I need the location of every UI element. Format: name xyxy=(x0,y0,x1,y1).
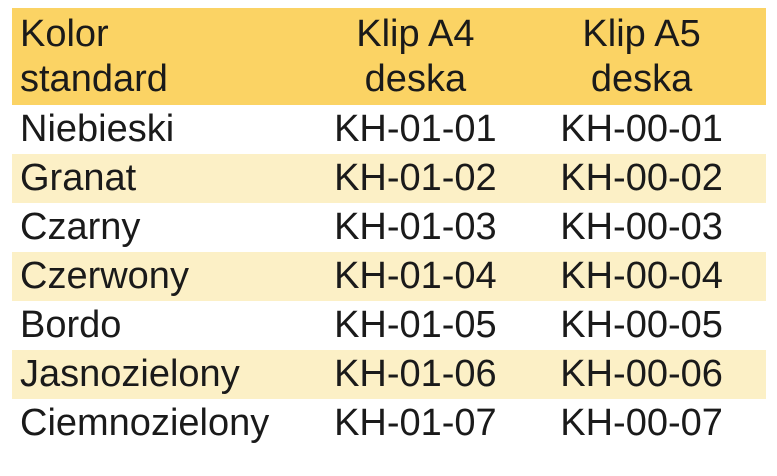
header-kolor-standard: Kolor standard xyxy=(20,13,168,100)
product-code-table: Kolor standard Klip A4 deska Klip A5 des… xyxy=(12,8,766,448)
table-row: Czerwony KH-01-04 KH-00-04 xyxy=(12,252,766,301)
code-a4-cell: KH-01-06 xyxy=(334,353,497,395)
code-a4-cell: KH-01-07 xyxy=(334,402,497,444)
code-a4-cell: KH-01-05 xyxy=(334,304,497,346)
table-row: Bordo KH-01-05 KH-00-05 xyxy=(12,301,766,350)
table-body: Niebieski KH-01-01 KH-00-01 Granat KH-01… xyxy=(12,105,766,448)
code-a4-cell: KH-01-01 xyxy=(334,108,497,150)
code-a4-cell: KH-01-04 xyxy=(334,255,497,297)
table-header-row: Kolor standard Klip A4 deska Klip A5 des… xyxy=(12,8,766,105)
code-a5-cell: KH-00-06 xyxy=(560,353,723,395)
table-row: Niebieski KH-01-01 KH-00-01 xyxy=(12,105,766,154)
color-name-cell: Czarny xyxy=(20,206,141,248)
header-klip-a5-deska: Klip A5 deska xyxy=(582,13,701,100)
code-a4-cell: KH-01-02 xyxy=(334,157,497,199)
color-name-cell: Ciemnozielony xyxy=(20,402,270,444)
code-a4-cell: KH-01-03 xyxy=(334,206,497,248)
code-a5-cell: KH-00-05 xyxy=(560,304,723,346)
table-row: Jasnozielony KH-01-06 KH-00-06 xyxy=(12,350,766,399)
color-name-cell: Czerwony xyxy=(20,255,189,297)
table-row: Ciemnozielony KH-01-07 KH-00-07 xyxy=(12,399,766,448)
code-a5-cell: KH-00-07 xyxy=(560,402,723,444)
table-row: Granat KH-01-02 KH-00-02 xyxy=(12,154,766,203)
color-name-cell: Niebieski xyxy=(20,108,175,150)
header-klip-a4-deska: Klip A4 deska xyxy=(356,13,475,100)
code-a5-cell: KH-00-01 xyxy=(560,108,723,150)
color-name-cell: Jasnozielony xyxy=(20,353,240,395)
code-a5-cell: KH-00-03 xyxy=(560,206,723,248)
color-name-cell: Bordo xyxy=(20,304,122,346)
table-row: Czarny KH-01-03 KH-00-03 xyxy=(12,203,766,252)
code-a5-cell: KH-00-02 xyxy=(560,157,723,199)
color-name-cell: Granat xyxy=(20,157,137,199)
code-a5-cell: KH-00-04 xyxy=(560,255,723,297)
